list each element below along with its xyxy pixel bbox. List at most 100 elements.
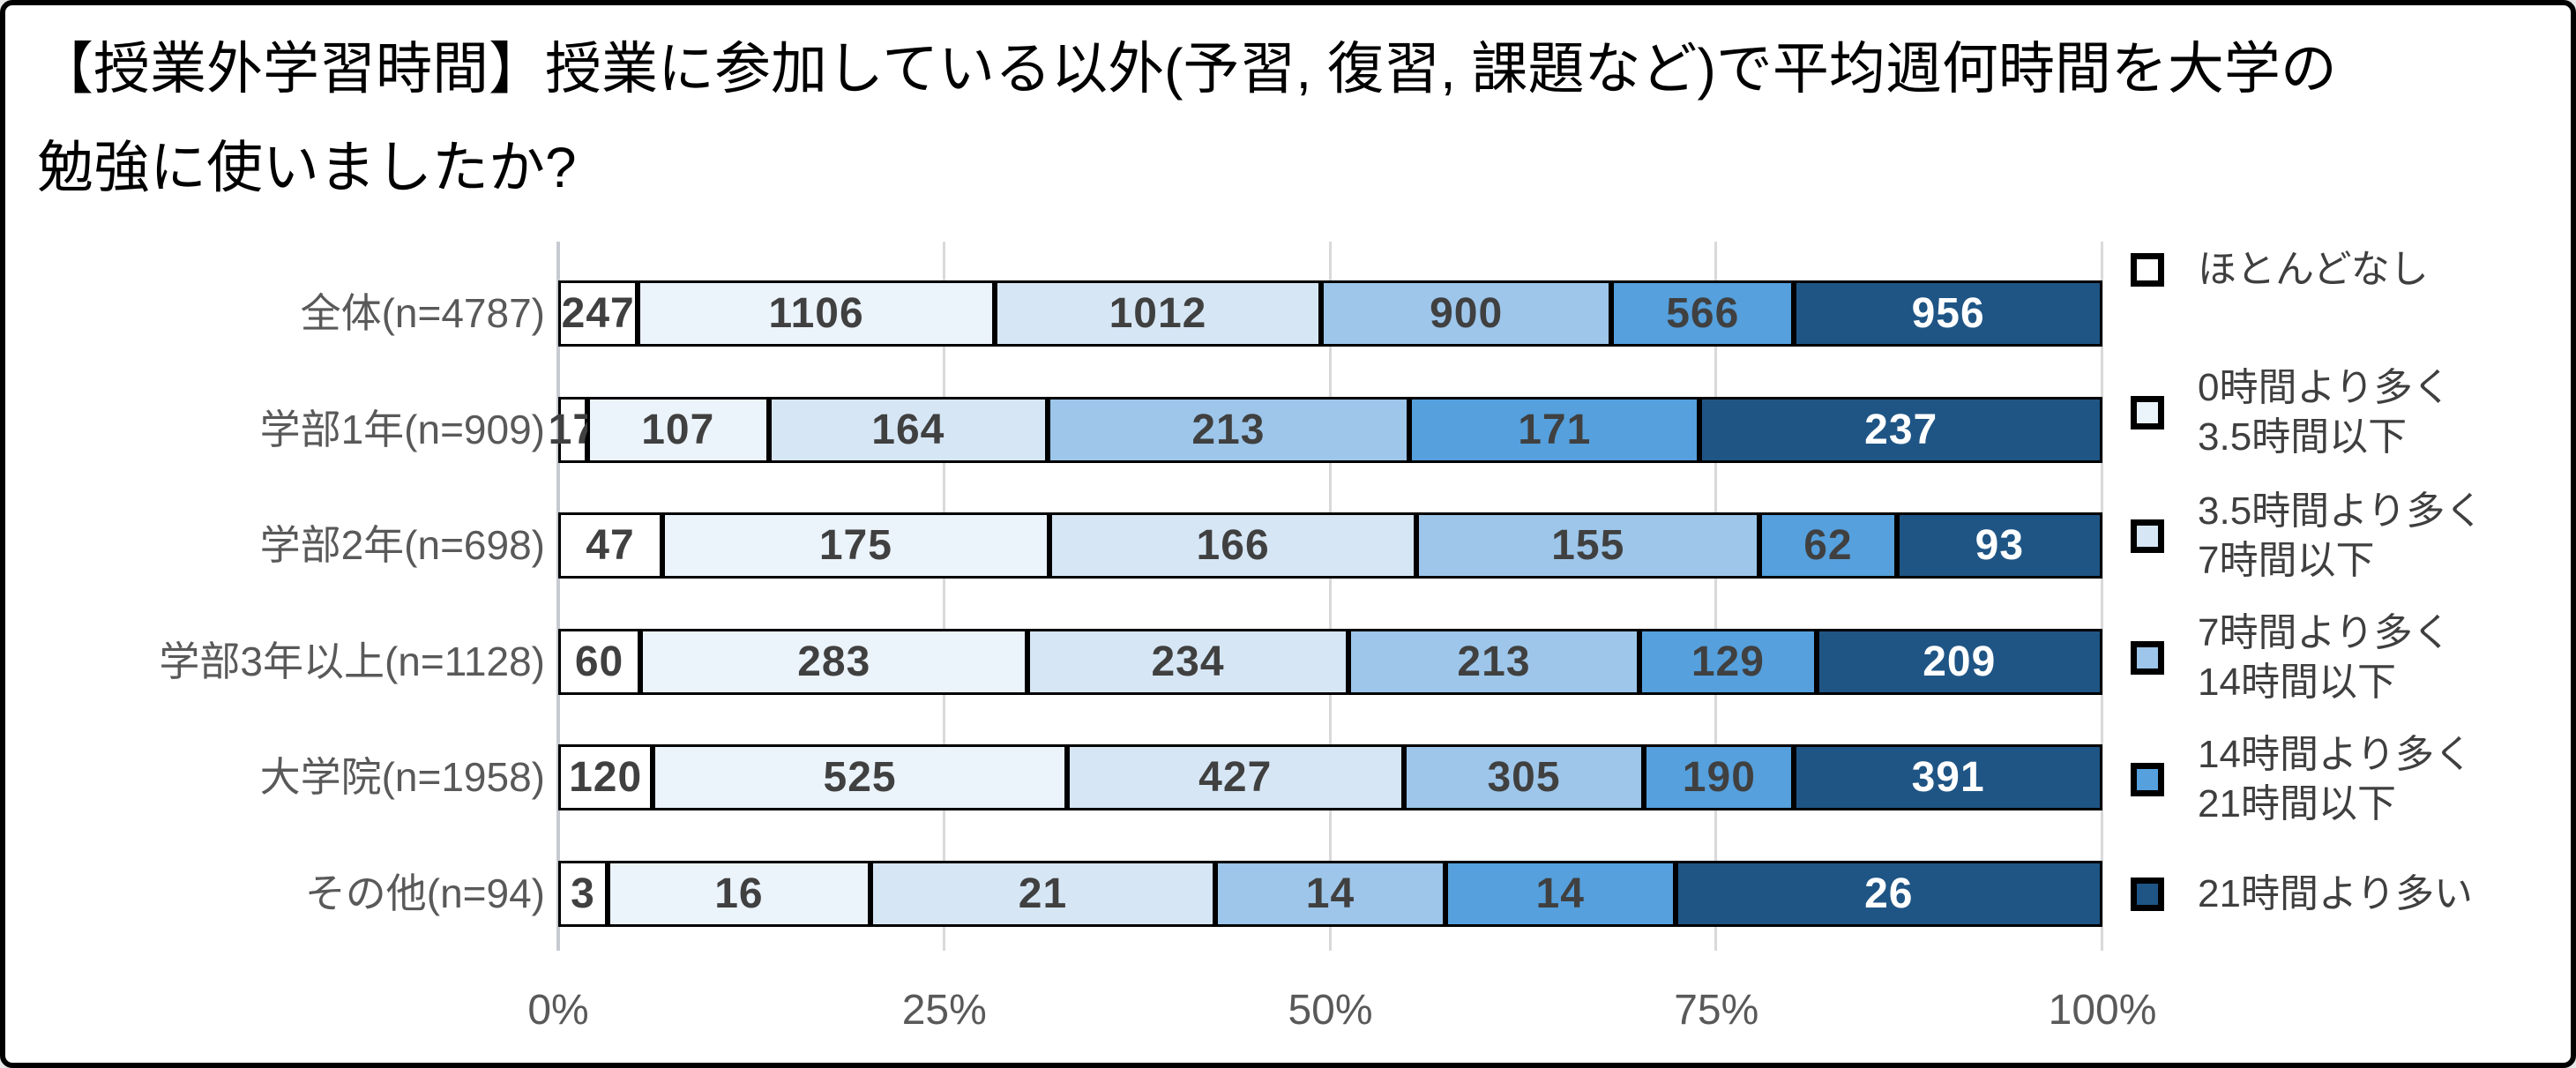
bar-segment: 17 — [549, 396, 596, 463]
legend-label: 14時間より多く 21時間以下 — [2198, 733, 2474, 825]
bar-segment: 427 — [1066, 744, 1404, 811]
bar-segment: 209 — [1816, 628, 2102, 695]
bar-segment: 525 — [653, 744, 1067, 811]
bar-segment: 14 — [1215, 861, 1445, 927]
x-tick-label: 75% — [1674, 987, 1759, 1034]
bar-segment: 900 — [1321, 280, 1612, 347]
bar-segment: 237 — [1699, 396, 2102, 463]
segment-value-label: 1106 — [768, 290, 864, 337]
bar-segment: 247 — [558, 280, 638, 347]
bar-segment: 26 — [1675, 861, 2102, 927]
segment-value-label: 391 — [1911, 754, 1985, 802]
gridline — [1328, 242, 1332, 951]
legend-label: 21時間より多い — [2198, 872, 2474, 915]
legend-item: 3.5時間より多く 7時間以下 — [2131, 487, 2483, 586]
bar-segment: 234 — [1027, 628, 1348, 695]
legend-swatch — [2131, 878, 2164, 911]
segment-value-label: 164 — [871, 406, 945, 453]
segment-value-label: 16 — [714, 870, 764, 917]
bar-segment: 175 — [661, 512, 1049, 579]
x-tick-label: 100% — [2048, 987, 2157, 1034]
segment-value-label: 3 — [571, 870, 595, 917]
legend-item: 14時間より多く 21時間以下 — [2131, 730, 2473, 829]
category-label: その他(n=94) — [304, 870, 545, 916]
category-label: 大学院(n=1958) — [259, 754, 545, 801]
legend-label: ほとんどなし — [2198, 248, 2429, 291]
bar-segment: 190 — [1644, 744, 1795, 811]
gridline — [1714, 242, 1718, 951]
segment-value-label: 120 — [569, 754, 643, 802]
bar-segment: 213 — [1348, 628, 1640, 695]
bar-row: 120 525 427 305 190 391 — [558, 744, 2102, 811]
legend-item: 21時間より多い — [2131, 870, 2473, 919]
bar-segment: 566 — [1611, 280, 1795, 347]
segment-value-label: 190 — [1682, 754, 1756, 802]
segment-value-label: 427 — [1198, 754, 1273, 802]
bar-row: 3 16 21 14 14 26 — [558, 861, 2102, 927]
segment-value-label: 305 — [1487, 754, 1561, 802]
legend-item: 7時間より多く 14時間以下 — [2131, 609, 2452, 707]
segment-value-label: 14 — [1305, 870, 1355, 917]
segment-value-label: 1012 — [1109, 290, 1207, 337]
x-tick-label: 50% — [1288, 987, 1373, 1034]
legend-swatch — [2131, 253, 2164, 287]
legend-item: ほとんどなし — [2131, 245, 2429, 295]
legend-swatch — [2131, 519, 2164, 553]
y-axis-line — [556, 242, 560, 951]
chart-title-line2: 勉強に使いましたか? — [37, 136, 577, 199]
segment-value-label: 93 — [1975, 522, 2025, 570]
bar-row: 60 283 234 213 129 209 — [558, 628, 2102, 695]
legend-label: 0時間より多く 3.5時間以下 — [2198, 366, 2452, 459]
legend-swatch — [2131, 641, 2164, 675]
chart-title-line1: 【授業外学習時間】授業に参加している以外(予習, 復習, 課題など)で平均週何時… — [37, 37, 2337, 101]
legend-swatch — [2131, 763, 2164, 796]
segment-value-label: 166 — [1196, 522, 1270, 570]
segment-value-label: 525 — [823, 754, 897, 802]
segment-value-label: 247 — [561, 290, 635, 337]
segment-value-label: 155 — [1551, 522, 1625, 570]
segment-value-label: 107 — [641, 406, 715, 453]
segment-value-label: 213 — [1191, 406, 1266, 453]
segment-value-label: 60 — [574, 638, 624, 685]
segment-value-label: 566 — [1666, 290, 1740, 337]
bar-segment: 155 — [1416, 512, 1760, 579]
legend-label: 7時間より多く 14時間以下 — [2198, 611, 2452, 704]
segment-value-label: 62 — [1803, 522, 1853, 570]
bar-segment: 21 — [870, 861, 1216, 927]
gridline — [942, 242, 945, 951]
segment-value-label: 21 — [1018, 870, 1068, 917]
plot-area: 247 1106 1012 900 566 956 17 107 164 213 171 237 47 1… — [549, 242, 2103, 951]
bar-segment: 129 — [1639, 628, 1817, 695]
bar-segment: 47 — [558, 512, 662, 579]
bar-segment: 305 — [1403, 744, 1645, 811]
segment-value-label: 283 — [797, 638, 871, 685]
bar-segment: 60 — [558, 628, 641, 695]
legend-item: 0時間より多く 3.5時間以下 — [2131, 363, 2452, 462]
category-label: 学部3年以上(n=1128) — [159, 638, 545, 684]
bar-segment: 166 — [1049, 512, 1417, 579]
segment-value-label: 237 — [1864, 406, 1938, 453]
bar-segment: 93 — [1896, 512, 2102, 579]
bar-row: 247 1106 1012 900 566 956 — [558, 280, 2102, 347]
gridline — [2101, 242, 2103, 951]
bar-row: 47 175 166 155 62 93 — [558, 512, 2102, 579]
bar-segment: 120 — [558, 744, 653, 811]
bar-segment: 16 — [607, 861, 870, 927]
segment-value-label: 956 — [1911, 290, 1985, 337]
x-tick-label: 25% — [901, 987, 987, 1034]
legend-label: 3.5時間より多く 7時間以下 — [2198, 489, 2484, 582]
bar-segment: 171 — [1409, 396, 1700, 463]
bar-segment: 3 — [558, 861, 608, 927]
category-label: 全体(n=4787) — [300, 290, 545, 336]
bar-segment: 213 — [1047, 396, 1410, 463]
bar-segment: 164 — [768, 396, 1048, 463]
bar-segment: 391 — [1794, 744, 2102, 811]
bar-segment: 1106 — [638, 280, 995, 347]
segment-value-label: 171 — [1518, 406, 1592, 453]
category-label: 学部2年(n=698) — [259, 522, 545, 569]
segment-value-label: 47 — [586, 522, 635, 570]
segment-value-label: 129 — [1691, 638, 1765, 685]
segment-value-label: 213 — [1457, 638, 1531, 685]
segment-value-label: 900 — [1430, 290, 1504, 337]
